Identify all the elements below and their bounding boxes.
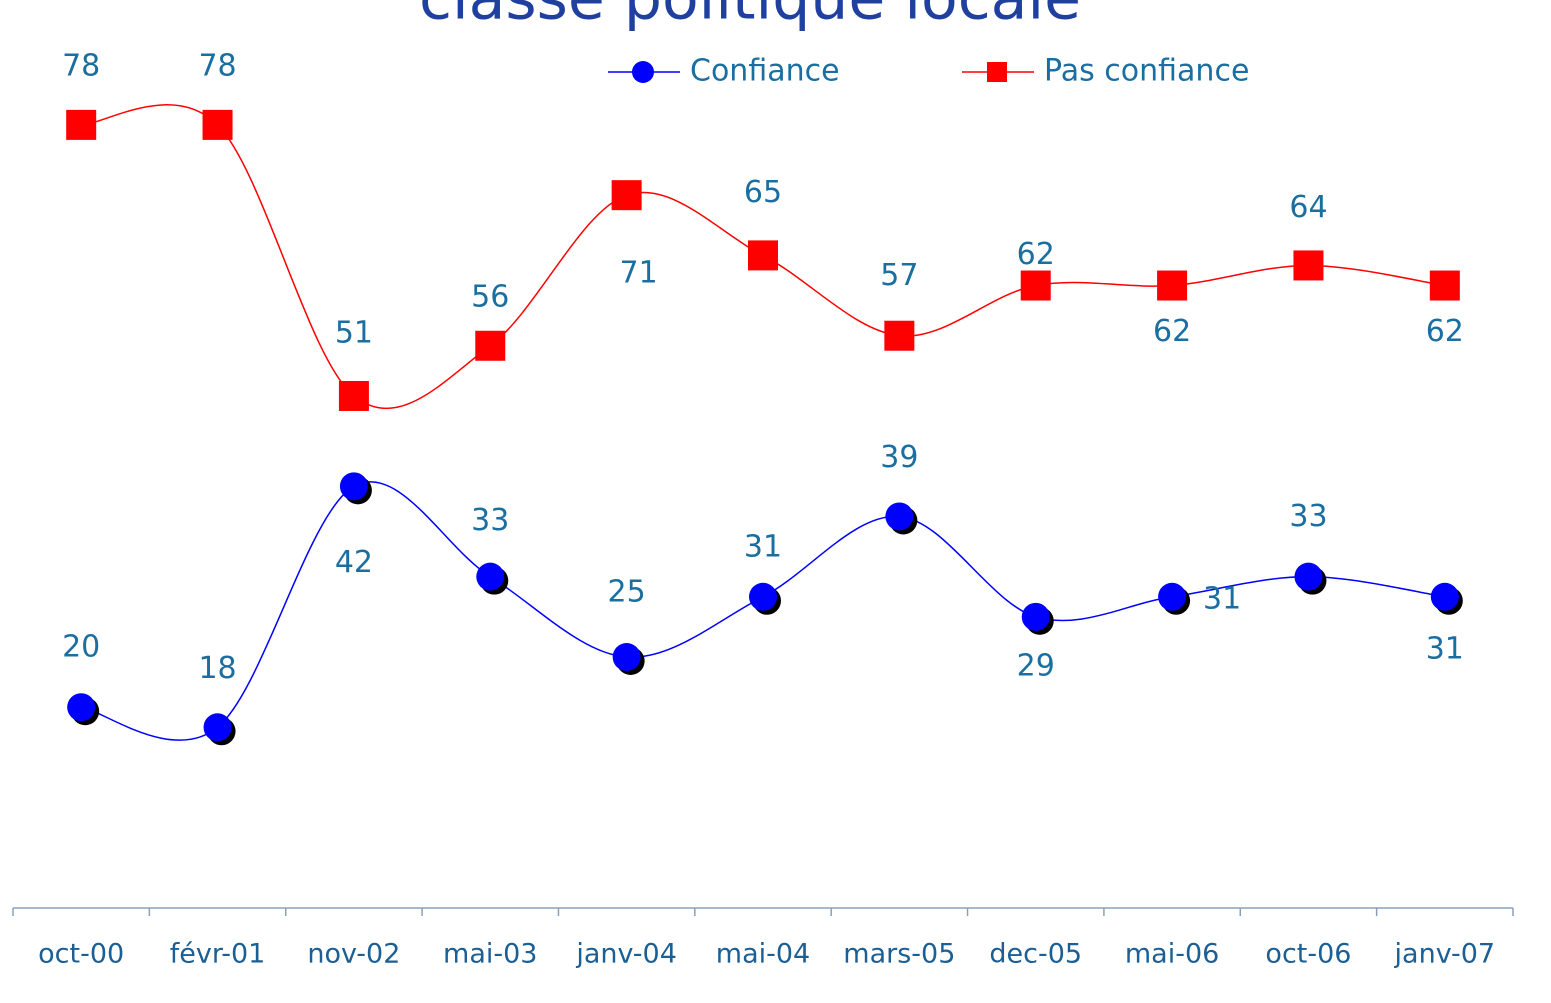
marker [748, 240, 778, 271]
data-label: 65 [744, 175, 782, 210]
marker [1020, 270, 1051, 301]
marker [476, 562, 505, 591]
data-label: 31 [1426, 631, 1464, 666]
legend-marker [632, 61, 654, 83]
data-label: 78 [198, 48, 236, 83]
data-label: 31 [1203, 581, 1241, 616]
x-tick-label: mai-03 [443, 939, 537, 970]
marker [884, 320, 915, 351]
data-label: 18 [198, 651, 236, 686]
data-label: 20 [62, 630, 100, 665]
marker [1294, 562, 1323, 591]
x-tick-label: mars-05 [843, 939, 955, 970]
data-label: 42 [335, 545, 373, 580]
data-label: 56 [471, 279, 509, 314]
data-label: 62 [1017, 237, 1055, 272]
chart-title: classe politique locale [419, 0, 1081, 34]
legend-label: Confiance [690, 54, 840, 89]
marker [1430, 582, 1459, 611]
data-label: 71 [620, 256, 658, 291]
x-tick-label: mai-04 [716, 939, 810, 970]
marker [338, 380, 369, 411]
marker [1021, 602, 1050, 631]
data-label: 25 [608, 575, 646, 610]
x-tick-label: févr-01 [170, 939, 266, 970]
data-label: 78 [62, 48, 100, 83]
data-label: 62 [1426, 314, 1464, 349]
marker [1429, 270, 1460, 301]
marker [1158, 582, 1187, 611]
x-tick-label: oct-00 [38, 939, 124, 970]
marker [203, 713, 232, 742]
marker [1157, 270, 1188, 301]
data-label: 31 [744, 529, 782, 564]
data-label: 57 [880, 258, 918, 293]
marker [1293, 250, 1324, 281]
x-tick-label: janv-07 [1394, 939, 1496, 970]
marker [339, 472, 368, 501]
data-label: 51 [335, 315, 373, 350]
marker [885, 502, 914, 531]
x-tick-label: dec-05 [989, 939, 1082, 970]
x-tick-label: janv-04 [575, 939, 677, 970]
data-label: 64 [1289, 190, 1327, 225]
marker [475, 330, 506, 361]
marker [202, 109, 233, 140]
legend-marker [987, 62, 1007, 82]
marker [66, 109, 97, 140]
marker [612, 643, 641, 671]
data-label: 62 [1153, 314, 1191, 349]
marker [611, 180, 642, 211]
data-label: 33 [1289, 499, 1327, 534]
data-label: 39 [880, 440, 918, 475]
x-tick-label: oct-06 [1265, 939, 1351, 970]
legend-label: Pas confiance [1044, 54, 1249, 89]
data-label: 29 [1017, 648, 1055, 683]
x-tick-label: mai-06 [1125, 939, 1219, 970]
x-tick-label: nov-02 [307, 939, 400, 970]
data-label: 33 [471, 503, 509, 538]
marker [749, 582, 777, 611]
marker [67, 693, 96, 722]
